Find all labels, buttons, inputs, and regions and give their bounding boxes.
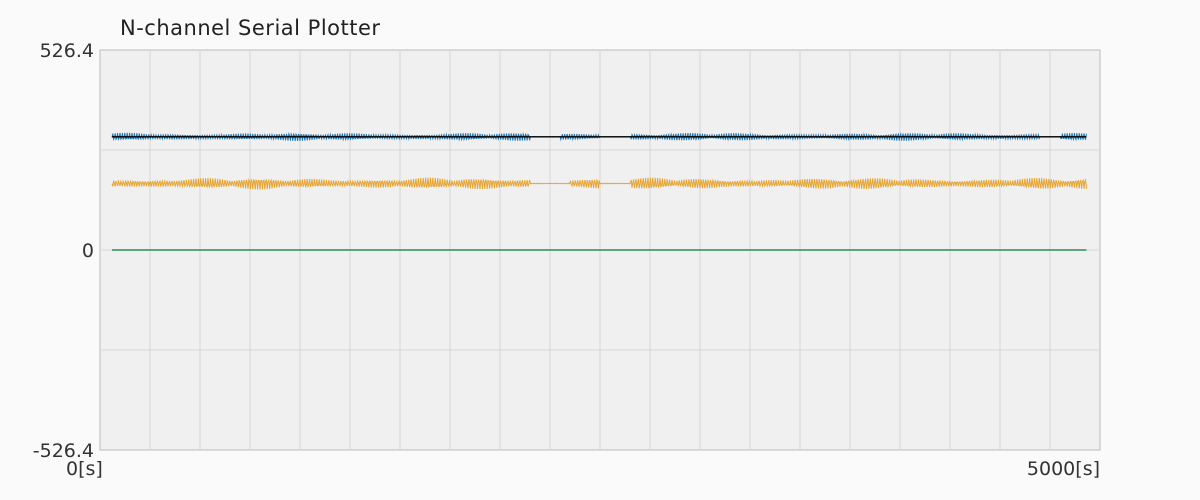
- y-tick-label: -526.4: [33, 440, 94, 462]
- series-line-3: [111, 177, 1087, 190]
- y-tick-label: 526.4: [40, 40, 94, 62]
- y-tick-label: 0: [82, 240, 94, 262]
- x-tick-label: 5000[s]: [1027, 458, 1100, 480]
- chart-title: N-channel Serial Plotter: [120, 16, 381, 40]
- x-tick-label: 0[s]: [66, 458, 103, 480]
